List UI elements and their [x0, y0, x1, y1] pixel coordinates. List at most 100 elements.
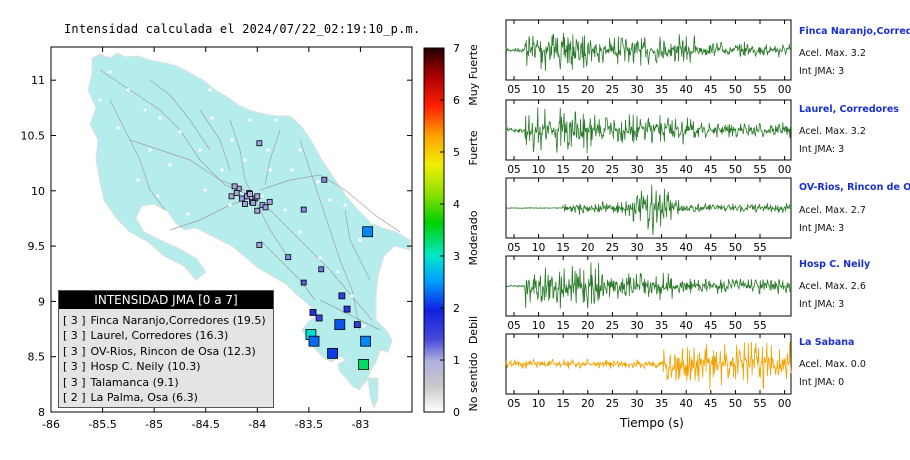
wave-x-tick-label: 45 — [704, 84, 717, 96]
wave-x-tick-label: 10 — [532, 242, 545, 254]
wave-x-tick-label: 30 — [630, 164, 643, 176]
wave-x-tick-label: 15 — [557, 398, 570, 410]
x-tick-label: -84.5 — [191, 418, 219, 431]
colorbar-category-label: Moderado — [467, 210, 480, 265]
city-dot — [208, 88, 212, 92]
city-dot — [243, 158, 247, 162]
station-marker — [233, 190, 240, 196]
city-dot — [266, 148, 270, 152]
wave-x-tick-label: 15 — [557, 242, 570, 254]
city-dot — [268, 168, 272, 172]
city-dot — [358, 238, 362, 242]
colorbar-tick-label: 2 — [453, 302, 460, 315]
wave-x-tick-label: 55 — [753, 84, 766, 96]
colorbar-tick-label: 1 — [453, 354, 460, 367]
wave-x-tick-label: 00 — [778, 164, 791, 176]
city-dot — [370, 220, 374, 224]
x-tick-label: -85 — [145, 418, 163, 431]
wave-x-tick-label: 45 — [704, 320, 717, 332]
wave-x-tick-label: 30 — [630, 84, 643, 96]
wave-x-tick-label: 10 — [532, 164, 545, 176]
city-dot — [298, 148, 302, 152]
wave-x-tick-label: 50 — [729, 84, 742, 96]
station-4-jma: Int JMA: 3 — [799, 299, 845, 310]
station-marker — [256, 242, 263, 248]
wave-x-tick-label: 05 — [507, 398, 520, 410]
wave-x-tick-label: 00 — [778, 84, 791, 96]
y-tick-label: 11 — [31, 74, 45, 87]
y-tick-label: 8 — [38, 406, 45, 419]
wave-x-tick-label: 15 — [557, 164, 570, 176]
wave-x-tick-label: 10 — [532, 84, 545, 96]
city-dot — [126, 88, 130, 92]
legend-item: [ 3 ] Finca Naranjo,Corredores (19.5) — [63, 314, 266, 327]
city-dot — [328, 198, 332, 202]
waveform-trace — [505, 184, 792, 236]
city-dot — [186, 212, 190, 216]
wave-x-tick-label: 20 — [581, 320, 594, 332]
colorbar-category-label: Muy Fuerte — [467, 44, 480, 106]
station-3-jma: Int JMA: 3 — [799, 223, 845, 234]
y-tick-label: 9 — [38, 295, 45, 308]
x-tick-label: -84 — [248, 418, 266, 431]
legend-header: INTENSIDAD JMA [0 a 7] — [59, 291, 273, 309]
station-marker — [318, 266, 325, 273]
map-land-layer — [87, 52, 411, 410]
colorbar-tick-label: 4 — [453, 198, 460, 211]
colorbar-tick-label: 7 — [453, 42, 460, 55]
wave-x-tick-label: 35 — [655, 320, 668, 332]
wave-x-tick-label: 45 — [704, 398, 717, 410]
city-dot — [260, 194, 264, 198]
x-tick-label: -86 — [42, 418, 60, 431]
wave-x-tick-label: 20 — [581, 398, 594, 410]
station-marker — [256, 140, 263, 147]
station-3-name: OV-Rios, Rincon de Osa — [799, 182, 910, 193]
station-marker — [285, 254, 292, 261]
waveform-trace — [505, 107, 792, 154]
station-markers — [228, 140, 374, 370]
wave-x-tick-label: 25 — [606, 164, 619, 176]
wave-x-tick-label: 05 — [507, 242, 520, 254]
station-4-name: Hosp C. Neily — [799, 259, 871, 270]
wave-x-tick-label: 10 — [532, 398, 545, 410]
wave-x-tick-label: 10 — [532, 320, 545, 332]
colorbar-tick-label: 0 — [453, 406, 460, 419]
legend-item: [ 3 ] Hosp C. Neily (10.3) — [63, 360, 201, 374]
station-marker — [343, 305, 351, 313]
x-tick-label: -85.5 — [88, 418, 116, 431]
colorbar-tick-label: 5 — [453, 146, 460, 159]
wave-x-tick-label: 05 — [507, 320, 520, 332]
station-3-acceleration: Acel. Max. 2.7 — [799, 205, 866, 216]
wave-x-tick-label: 40 — [680, 164, 693, 176]
map-title: Intensidad calculada el 2024/07/22_02:19… — [64, 22, 421, 36]
x-tick-label: -83 — [351, 418, 369, 431]
city-dot — [336, 270, 340, 274]
costa-rica-land — [87, 52, 411, 389]
station-marker — [334, 319, 346, 331]
station-1-acceleration: Acel. Max. 3.2 — [799, 48, 866, 59]
station-4-acceleration: Acel. Max. 2.6 — [799, 281, 866, 292]
wave-x-tick-label: 15 — [557, 84, 570, 96]
wave-x-tick-label: 55 — [753, 398, 766, 410]
station-marker — [309, 309, 317, 316]
waveform-trace — [505, 32, 792, 71]
osa-peninsula — [337, 359, 363, 391]
time-axis-label: Tiempo (s) — [620, 416, 684, 430]
station-marker — [308, 335, 320, 347]
station-marker — [238, 195, 245, 202]
city-dot — [274, 118, 278, 122]
wave-x-tick-label: 40 — [680, 84, 693, 96]
colorbar-axis: 0 1 2 3 4 5 6 7 — [440, 42, 460, 419]
wave-x-tick-label: 35 — [655, 398, 668, 410]
legend-item: [ 3 ] Talamanca (9.1) — [63, 375, 179, 389]
wave-x-tick-label: 55 — [753, 164, 766, 176]
station-marker — [266, 198, 273, 205]
wave-x-tick-label: 55 — [753, 320, 766, 332]
y-tick-label: 9.5 — [28, 240, 46, 253]
wave-x-tick-label: 35 — [655, 164, 668, 176]
station-5-jma: Int JMA: 0 — [799, 377, 845, 388]
city-dot — [168, 163, 172, 167]
colorbar-category-label: Fuerte — [467, 130, 480, 165]
city-dot — [228, 203, 232, 207]
